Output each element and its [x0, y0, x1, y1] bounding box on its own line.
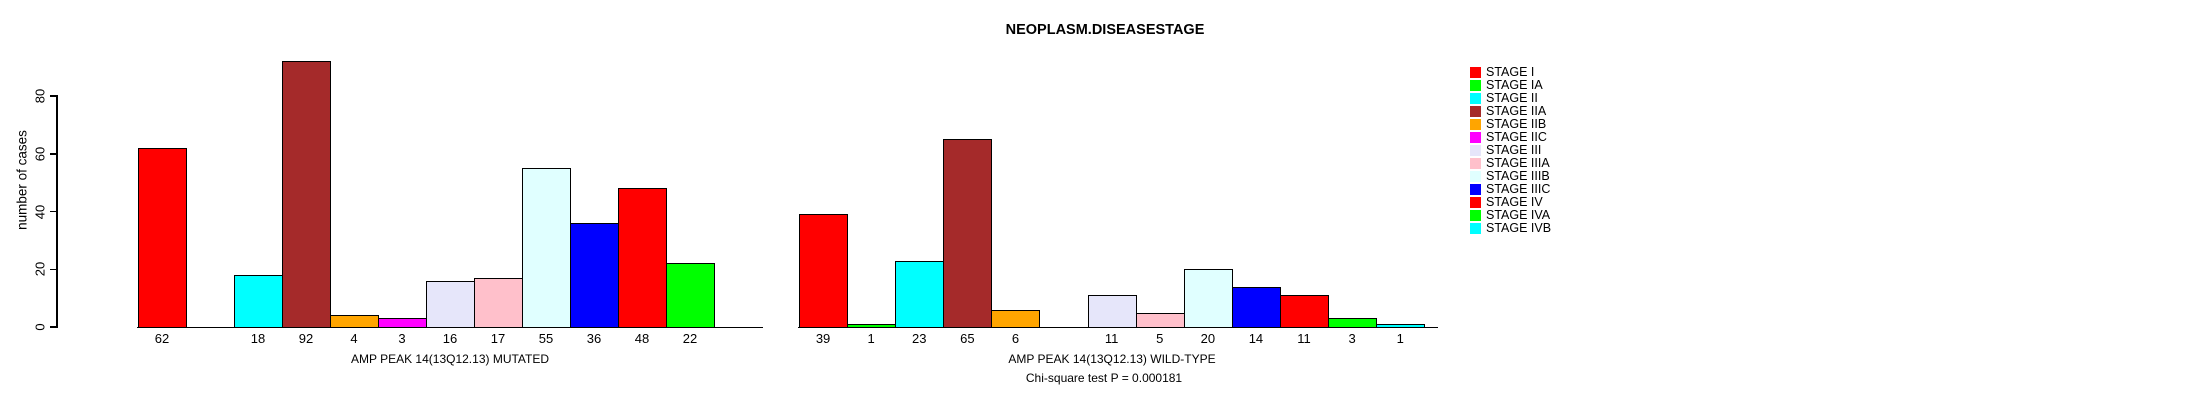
bar-value-label: 92: [298, 331, 314, 346]
legend-label: STAGE IV: [1486, 194, 1543, 209]
bar-value-label: 62: [154, 331, 170, 346]
legend-item: STAGE IIB: [1470, 116, 1547, 131]
bar-stage-iia: [943, 139, 993, 328]
legend-swatch: [1470, 79, 1481, 91]
bar-stage-ii: [895, 260, 945, 328]
legend-item: STAGE IVB: [1470, 220, 1552, 235]
legend-item: STAGE IIC: [1470, 129, 1547, 144]
y-tick-mark: [49, 268, 57, 270]
y-tick-mark: [49, 326, 57, 328]
legend-label: STAGE IIIB: [1486, 168, 1550, 183]
legend-swatch: [1470, 196, 1481, 208]
bar-stage-ivb: [1376, 324, 1426, 328]
bar-value-label: 22: [682, 331, 698, 346]
y-tick-mark: [49, 210, 57, 213]
bar-value-label: 3: [398, 331, 406, 346]
legend-label: STAGE IIIC: [1486, 181, 1551, 196]
legend-item: STAGE IIIA: [1470, 155, 1550, 170]
chi-square-annotation: Chi-square test P = 0.000181: [1025, 371, 1183, 385]
legend-label: STAGE IVA: [1486, 207, 1551, 222]
bar-stage-iiic: [570, 223, 619, 328]
bar-value-label: 14: [1248, 331, 1264, 346]
bar-value-label: 20: [1200, 331, 1216, 346]
bar-value-label: 23: [912, 331, 927, 346]
bar-stage-iiia: [474, 277, 523, 328]
bar-value-label: 55: [538, 331, 554, 346]
legend-label: STAGE IA: [1486, 77, 1543, 92]
bar-value-label: 11: [1104, 331, 1119, 346]
y-tick-mark: [49, 95, 57, 97]
bar-value-label: 16: [442, 331, 458, 346]
bar-value-label: 6: [1011, 331, 1020, 346]
legend-item: STAGE I: [1470, 64, 1535, 79]
bar-stage-iii: [426, 280, 475, 328]
legend-label: STAGE IIIA: [1486, 155, 1550, 170]
legend-swatch: [1470, 183, 1481, 195]
x-axis-title-wildtype: AMP PEAK 14(13Q12.13) WILD-TYPE: [1008, 352, 1216, 366]
legend-swatch: [1470, 66, 1481, 78]
legend-swatch: [1470, 157, 1481, 169]
legend-swatch: [1470, 118, 1481, 130]
bar-stage-iiib: [1183, 269, 1233, 328]
chart-title: NEOPLASM.DISEASESTAGE: [1005, 22, 1205, 38]
bar-value-label: 48: [634, 331, 650, 346]
legend-label: STAGE I: [1486, 64, 1535, 79]
legend-label: STAGE II: [1486, 90, 1538, 105]
legend-swatch: [1470, 170, 1481, 182]
legend-label: STAGE IIB: [1486, 116, 1547, 131]
bar-value-label: 36: [586, 331, 602, 346]
bar-value-label: 39: [815, 331, 831, 346]
bar-stage-iv: [618, 188, 667, 328]
bar-value-label: 18: [250, 331, 266, 346]
legend-item: STAGE IIA: [1470, 103, 1547, 118]
legend-label: STAGE IVB: [1486, 220, 1552, 235]
bar-stage-iva: [1328, 318, 1378, 328]
legend-item: STAGE III: [1470, 142, 1542, 157]
legend-label: STAGE IIC: [1486, 129, 1547, 144]
bar-value-label: 17: [490, 331, 506, 346]
legend-swatch: [1470, 209, 1481, 221]
x-axis-title-mutated: AMP PEAK 14(13Q12.13) MUTATED: [350, 352, 550, 366]
legend-swatch: [1470, 105, 1481, 117]
y-axis-line: [56, 95, 58, 328]
bar-value-label: 65: [960, 331, 975, 346]
legend-item: STAGE IV: [1470, 194, 1543, 209]
legend-label: STAGE IIA: [1486, 103, 1547, 118]
bar-stage-iv: [1280, 295, 1330, 328]
bar-stage-i: [138, 147, 187, 328]
legend-item: STAGE IIIB: [1470, 168, 1550, 183]
legend-swatch: [1470, 92, 1481, 104]
legend-swatch: [1470, 222, 1481, 234]
y-tick-mark: [49, 153, 57, 155]
bar-value-label: 11: [1297, 331, 1311, 346]
bar-value-label: 1: [1396, 331, 1404, 346]
legend-item: STAGE IVA: [1470, 207, 1551, 222]
bar-stage-i: [799, 214, 849, 328]
legend-item: STAGE II: [1470, 90, 1538, 105]
bar-value-label: 5: [1156, 331, 1164, 346]
legend-label: STAGE III: [1486, 142, 1542, 157]
bar-stage-iii: [1087, 295, 1137, 328]
bar-value-label: 3: [1348, 331, 1356, 346]
bar-stage-iib: [991, 309, 1041, 328]
bar-value-label: 1: [867, 331, 875, 346]
legend-item: STAGE IIIC: [1470, 181, 1551, 196]
bar-value-label: 4: [350, 331, 358, 346]
legend-swatch: [1470, 144, 1481, 156]
legend-item: STAGE IA: [1470, 77, 1543, 92]
legend-swatch: [1470, 131, 1481, 143]
bar-stage-iiic: [1231, 286, 1281, 328]
bar-stage-iva: [666, 263, 715, 328]
bar-stage-iia: [282, 61, 331, 328]
